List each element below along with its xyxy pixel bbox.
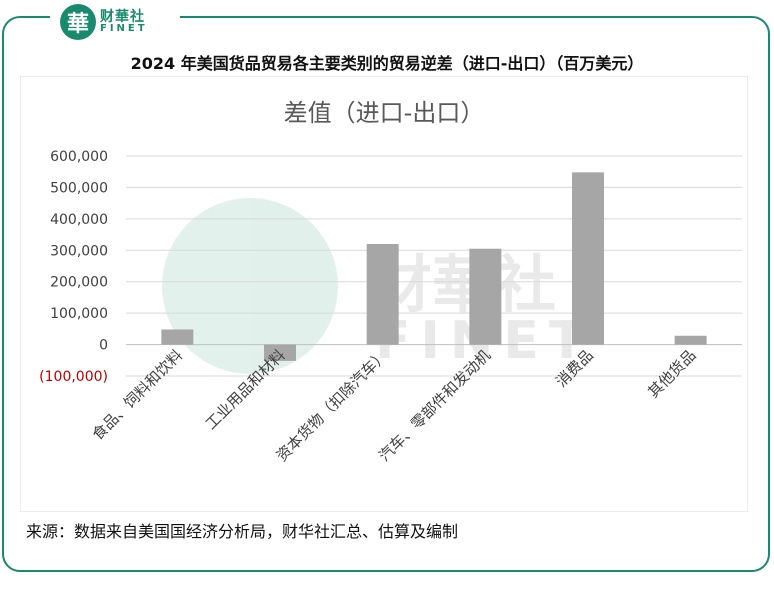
bar: [674, 335, 707, 345]
logo-text: 财華社 FINET: [100, 10, 148, 34]
y-tick-label: (100,000): [39, 369, 108, 385]
y-tick-label: 400,000: [50, 212, 108, 228]
logo-badge-icon: 華: [60, 4, 96, 40]
y-tick-label: 0: [99, 338, 108, 354]
y-tick-label: 100,000: [50, 306, 108, 322]
chart-title: 差值（进口-出口）: [284, 99, 485, 127]
bar: [161, 329, 194, 345]
bar: [366, 244, 399, 345]
source-note: 来源：数据来自美国国经济分析局，财华社汇总、估算及编制: [26, 522, 459, 541]
bar: [469, 248, 502, 345]
logo-en: FINET: [100, 23, 148, 34]
bar: [264, 344, 296, 361]
gridlines: [126, 155, 742, 377]
y-tick-label: 600,000: [50, 149, 108, 165]
bar-chart: 财華社 FINET 差值（进口-出口） 600,000500,000400,00…: [20, 76, 748, 512]
y-axis: 600,000 500,000 400,000 300,000 200,000 100,0…: [39, 149, 108, 385]
y-tick-label: 300,000: [50, 243, 108, 259]
bars: [161, 172, 707, 361]
bar: [572, 172, 604, 345]
watermark-cn: 财華社: [370, 248, 556, 321]
logo-cn: 财華社: [100, 9, 145, 25]
page-title: 2024 年美国货品贸易各主要类别的贸易逆差（进口-出口）（百万美元）: [130, 54, 644, 73]
y-tick-label: 200,000: [50, 275, 108, 291]
outer-frame: [2, 16, 770, 572]
logo: 華 财華社 FINET: [50, 0, 180, 44]
watermark-badge-icon: [162, 198, 338, 374]
y-tick-label: 500,000: [50, 180, 108, 196]
